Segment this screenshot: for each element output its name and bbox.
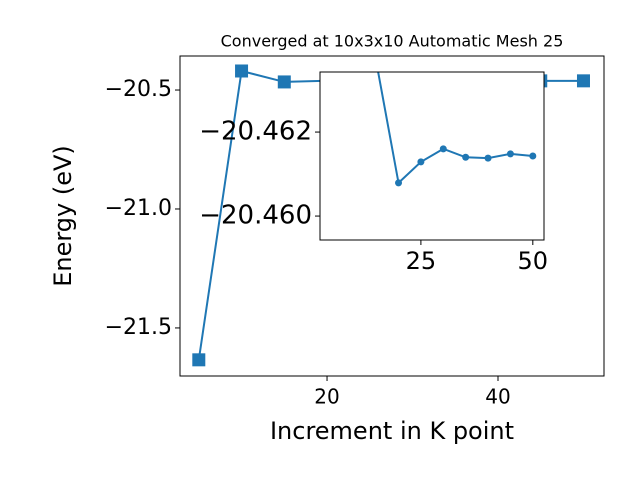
y-axis-label: Energy (eV) xyxy=(49,145,77,287)
y-tick-label: −20.462 xyxy=(199,117,312,147)
y-tick-label: −21.0 xyxy=(105,196,172,221)
y-tick-label: −20.5 xyxy=(105,77,172,102)
data-point xyxy=(529,152,537,160)
data-point xyxy=(373,58,380,65)
x-tick-label: 20 xyxy=(314,385,339,409)
chart-title: Converged at 10x3x10 Automatic Mesh 25 xyxy=(221,32,564,51)
y-tick-label: −20.460 xyxy=(199,201,312,231)
x-tick-label: 40 xyxy=(485,385,510,409)
x-tick-label: 50 xyxy=(518,247,549,275)
data-point xyxy=(462,153,470,161)
x-axis-label: Increment in K point xyxy=(270,417,514,445)
plot-frame xyxy=(179,55,605,377)
x-tick-label: 25 xyxy=(406,247,437,275)
data-line xyxy=(377,72,533,185)
data-point xyxy=(576,74,590,88)
data-point xyxy=(235,64,249,78)
data-point xyxy=(439,145,447,153)
data-point xyxy=(417,158,425,166)
data-point xyxy=(506,150,514,158)
data-point xyxy=(192,353,206,367)
plot-frame xyxy=(319,71,545,241)
data-point xyxy=(277,75,291,89)
y-tick-label: −21.5 xyxy=(105,315,172,340)
data-point xyxy=(395,179,403,187)
data-point xyxy=(484,154,492,162)
